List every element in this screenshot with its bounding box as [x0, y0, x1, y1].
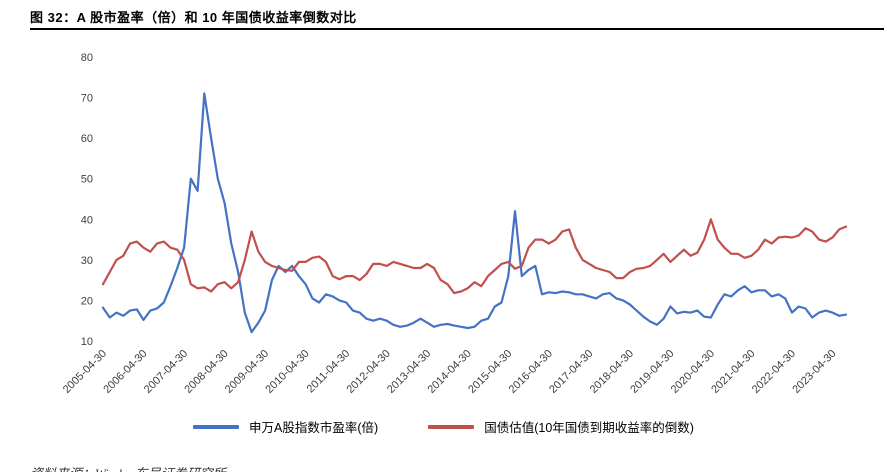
source-note: 资料来源：Wind，东吴证券研究所 [30, 463, 226, 472]
legend-swatch-blue-line [193, 424, 240, 429]
title-divider [30, 28, 884, 30]
series-line-0 [101, 92, 848, 334]
chart-legend: 申万A股指数市盈率(倍) 国债估值(10年国债到期收益率的倒数) [0, 417, 887, 436]
legend-label-pe: 申万A股指数市盈率(倍) [249, 421, 379, 435]
y-tick-label: 70 [81, 93, 93, 105]
x-tick-label: 2023-04-30 [790, 348, 838, 396]
legend-item-bond: 国债估值(10年国债到期收益率的倒数) [428, 417, 694, 436]
y-tick-label: 30 [81, 255, 93, 267]
legend-item-pe: 申万A股指数市盈率(倍) [193, 417, 378, 436]
legend-label-bond: 国债估值(10年国债到期收益率的倒数) [484, 421, 694, 435]
y-tick-label: 50 [81, 174, 93, 186]
y-tick-label: 40 [81, 214, 93, 226]
x-tick-label: 2010-04-30 [263, 348, 311, 396]
y-tick-label: 80 [81, 52, 93, 64]
y-tick-label: 60 [81, 133, 93, 145]
y-tick-label: 20 [81, 295, 93, 307]
legend-swatch-red-line [428, 424, 475, 429]
figure-title: 图 32：A 股市盈率（倍）和 10 年国债收益率倒数对比 [30, 10, 357, 25]
y-tick-label: 10 [81, 336, 93, 348]
series-line-1 [101, 218, 848, 295]
